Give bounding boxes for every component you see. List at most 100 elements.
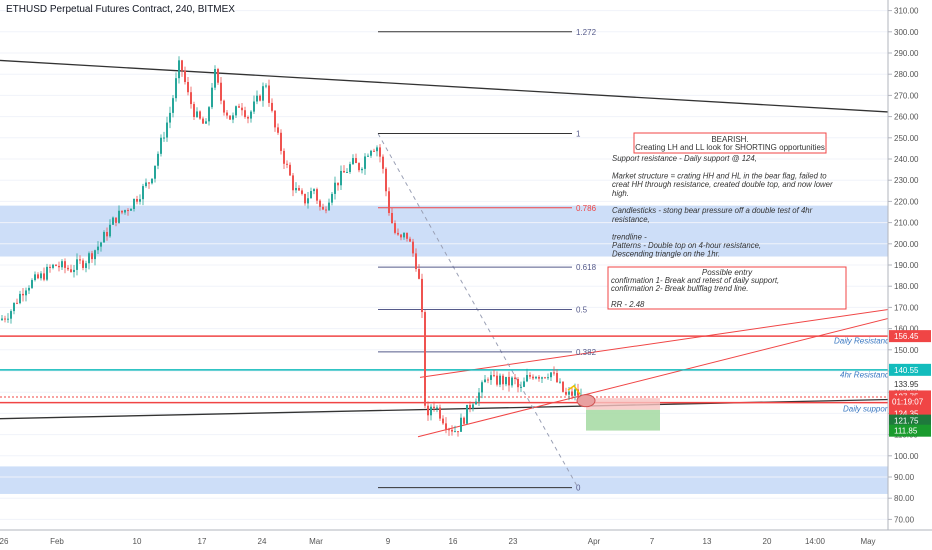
note-line: resistance,: [612, 215, 650, 224]
candle-body: [1, 318, 3, 321]
candle-body: [310, 191, 312, 199]
level-label: Daily support: [843, 404, 890, 413]
y-tick-label: 100.00: [894, 452, 919, 461]
note-line: Patterns - Double top on 4-hour resistan…: [612, 241, 761, 250]
candle-body: [292, 175, 294, 191]
candle-body: [223, 100, 225, 113]
candle-body: [340, 170, 342, 186]
price-label-bg: [889, 377, 931, 390]
y-tick-label: 280.00: [894, 70, 919, 79]
candle-body: [139, 199, 141, 202]
candle-body: [439, 407, 441, 419]
candle-body: [508, 376, 510, 386]
x-tick-label: Mar: [309, 537, 323, 546]
candle-body: [361, 168, 363, 171]
candle-body: [124, 210, 126, 213]
fib-retracement: 1.272 1 0.786 0.618 0.5 0.382 0: [378, 28, 597, 493]
candle-body: [262, 86, 264, 101]
candle-body: [328, 202, 330, 211]
y-tick-label: 260.00: [894, 113, 919, 122]
chart-grid: [0, 10, 888, 520]
price-axis[interactable]: 70.0080.0090.00100.00110.00120.00130.001…: [887, 0, 932, 550]
candle-body: [127, 210, 129, 212]
candle-body: [352, 158, 354, 165]
candle-body: [232, 115, 234, 120]
candle-body: [382, 156, 384, 169]
candle-body: [94, 250, 96, 260]
candle-body: [205, 121, 207, 124]
candle-body: [442, 418, 444, 424]
candle-body: [118, 210, 120, 223]
candle-body: [136, 198, 138, 202]
candle-body: [133, 198, 135, 209]
candle-body: [379, 147, 381, 157]
candle-body: [307, 198, 309, 204]
candle-body: [457, 431, 459, 433]
candle-body: [166, 122, 168, 138]
candle-body: [247, 117, 249, 119]
candle-body: [79, 259, 81, 261]
candle-body: [529, 375, 531, 377]
candle-body: [322, 206, 324, 210]
y-tick-label: 250.00: [894, 134, 919, 143]
candle-body: [526, 375, 528, 382]
short-position-tool[interactable]: [567, 384, 660, 431]
zone-band: [0, 205, 888, 257]
candle-body: [505, 376, 507, 385]
candle-body: [331, 193, 333, 203]
candle-body: [376, 147, 378, 152]
candle-body: [40, 273, 42, 279]
candle-body: [82, 260, 84, 268]
price-label: 133.95: [894, 380, 919, 389]
candle-body: [25, 290, 27, 296]
price-label: 156.45: [894, 332, 919, 341]
candle-body: [511, 377, 513, 386]
note-line: high.: [612, 189, 629, 198]
candle-body: [4, 318, 6, 320]
downtrend-line: [0, 59, 932, 116]
candle-body: [97, 246, 99, 251]
candle-body: [487, 379, 489, 381]
candle-body: [517, 379, 519, 388]
candle-body: [277, 127, 279, 133]
candle-body: [406, 232, 408, 239]
note-entry-line: confirmation 1- Break and retest of dail…: [611, 276, 779, 285]
candle-body: [148, 182, 150, 184]
x-tick-label: 20: [763, 537, 772, 546]
countdown-label: 01:19:07: [892, 398, 924, 407]
candle-body: [31, 280, 33, 288]
candle-body: [409, 238, 411, 242]
projection-arrow: [567, 384, 581, 395]
candle-body: [145, 182, 147, 187]
candle-body: [181, 60, 183, 71]
candles: [1, 56, 582, 437]
candle-body: [490, 375, 492, 380]
candle-body: [43, 273, 45, 280]
candle-body: [502, 375, 504, 385]
candle-body: [121, 210, 123, 213]
candle-body: [484, 379, 486, 383]
candle-body: [496, 375, 498, 385]
candle-body: [520, 386, 522, 388]
fib-diagonal: [377, 133, 579, 488]
candle-body: [364, 156, 366, 169]
candle-body: [289, 164, 291, 176]
candle-body: [544, 377, 546, 379]
candle-body: [493, 375, 495, 377]
candle-body: [58, 265, 60, 268]
candle-body: [202, 118, 204, 124]
target-zone: [586, 409, 660, 431]
candle-body: [415, 253, 417, 270]
candle-body: [256, 95, 258, 102]
candle-body: [10, 311, 12, 319]
candle-body: [448, 429, 450, 431]
candle-body: [397, 232, 399, 235]
y-tick-label: 310.00: [894, 7, 919, 16]
candle-body: [220, 82, 222, 101]
candle-body: [370, 150, 372, 156]
candle-body: [259, 95, 261, 101]
candle-body: [388, 191, 390, 213]
time-axis[interactable]: 26 Feb 10 17 24 Mar 9 16 23 Apr 7 13 20 14:00 May: [0, 529, 932, 546]
note-box-bearish: [633, 132, 827, 154]
